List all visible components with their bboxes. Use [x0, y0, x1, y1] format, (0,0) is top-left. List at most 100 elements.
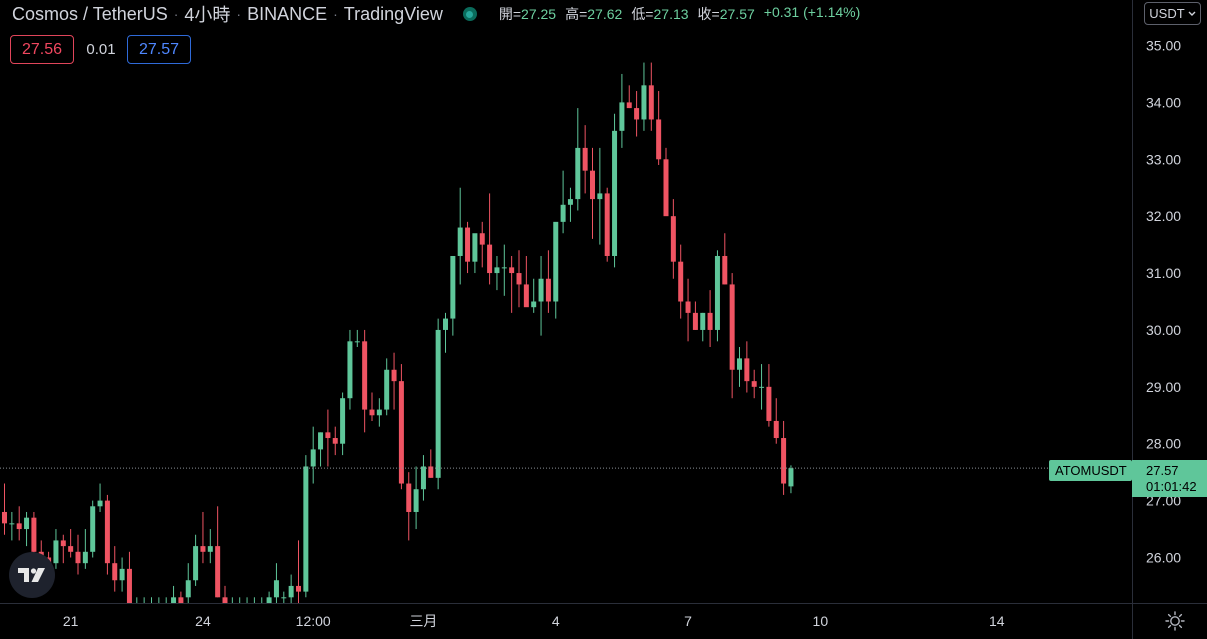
candle [656, 91, 662, 165]
candle [178, 591, 184, 603]
candle-body [641, 85, 647, 120]
candle-body [722, 255, 728, 285]
candle-body [222, 597, 228, 603]
candle-body [296, 585, 301, 592]
candle [443, 312, 448, 353]
candle [24, 511, 30, 547]
candle [288, 574, 294, 603]
candle-body [325, 432, 331, 439]
candle-body [75, 551, 81, 564]
candle-body [68, 546, 74, 552]
candle [413, 466, 419, 530]
candle-body [97, 500, 103, 507]
ohlc-change: +0.31 (+1.14%) [763, 4, 861, 20]
candle [435, 318, 441, 490]
candle-body [318, 432, 324, 450]
candle-body [773, 420, 779, 439]
spread-value: 0.01 [86, 41, 116, 58]
sell-price-button[interactable]: 27.56 [10, 35, 74, 64]
candle [229, 597, 235, 604]
candle [465, 221, 471, 274]
time-axis: 21 24 12:00 三月 4 7 10 14 [63, 613, 1005, 629]
time-tick-label: 12:00 [296, 613, 331, 629]
buy-price-button[interactable]: 27.57 [127, 35, 191, 64]
candle [722, 233, 728, 285]
candle-body [516, 273, 522, 285]
candle [273, 563, 279, 603]
candle [340, 392, 346, 456]
candle [751, 369, 757, 399]
candle-body [398, 381, 404, 484]
candle [604, 187, 610, 262]
price-tick-label: 31.00 [1146, 265, 1181, 281]
candle [766, 364, 772, 427]
price-tick-label: 34.00 [1146, 94, 1181, 110]
candle-body [678, 261, 684, 302]
candle-body [126, 568, 132, 603]
candle [303, 455, 309, 598]
candle [663, 147, 669, 217]
candle-body [428, 466, 434, 478]
candle [567, 187, 573, 222]
price-tick-label: 29.00 [1146, 379, 1181, 395]
candle-body [443, 318, 448, 330]
candle-body [729, 284, 735, 370]
candle-body [538, 278, 544, 302]
candle [398, 364, 404, 490]
candle [104, 494, 110, 575]
candle [53, 529, 59, 569]
candle [141, 597, 147, 604]
candle [193, 534, 199, 586]
candle-body [494, 267, 500, 274]
candle [700, 312, 706, 342]
symbol-title[interactable]: Cosmos / TetherUS [12, 3, 168, 24]
candle-body [457, 227, 463, 256]
interval-label[interactable]: 4小時 [184, 5, 231, 25]
header-separator: · [236, 6, 242, 22]
price-tick-label: 30.00 [1146, 322, 1181, 338]
header-separator: · [173, 6, 179, 22]
candle [222, 585, 228, 603]
time-tick-label: 10 [813, 613, 829, 629]
price-tick-label: 32.00 [1146, 208, 1181, 224]
ticker-label: ATOMUSDT [1049, 460, 1132, 481]
currency-label: USDT [1149, 6, 1185, 21]
candle-body [119, 568, 125, 581]
candle-body [597, 193, 603, 200]
candle-body [354, 341, 360, 343]
currency-selector[interactable]: USDT [1144, 2, 1201, 25]
candle [119, 557, 125, 592]
candle-body [751, 381, 757, 387]
candle [737, 347, 742, 387]
gear-icon[interactable] [1165, 611, 1185, 631]
candle [16, 506, 22, 541]
candle [509, 255, 515, 313]
candle-body [479, 233, 485, 245]
candle-body [685, 301, 691, 313]
candle-body [310, 449, 316, 467]
exchange-label: BINANCE [247, 3, 328, 24]
candle-body [347, 341, 353, 399]
candle [215, 506, 221, 598]
candle [641, 62, 647, 131]
time-tick-label: 24 [195, 613, 211, 629]
ohlc-high: 高=27.62 [565, 6, 623, 22]
candle [494, 255, 500, 291]
candle [729, 273, 735, 399]
candle [68, 529, 74, 558]
candle [126, 551, 132, 603]
candle-body [215, 546, 221, 598]
candle-body [420, 466, 426, 490]
candle [781, 420, 787, 495]
tradingview-logo-icon[interactable] [9, 552, 55, 598]
candle [281, 591, 287, 603]
price-tick-label: 33.00 [1146, 151, 1181, 167]
candle [362, 329, 368, 433]
candle-body [31, 517, 37, 552]
candle [325, 409, 331, 467]
ohlc-open: 開=27.25 [498, 6, 557, 22]
candle-body [707, 312, 713, 330]
candle [185, 563, 191, 603]
candle [582, 125, 588, 194]
